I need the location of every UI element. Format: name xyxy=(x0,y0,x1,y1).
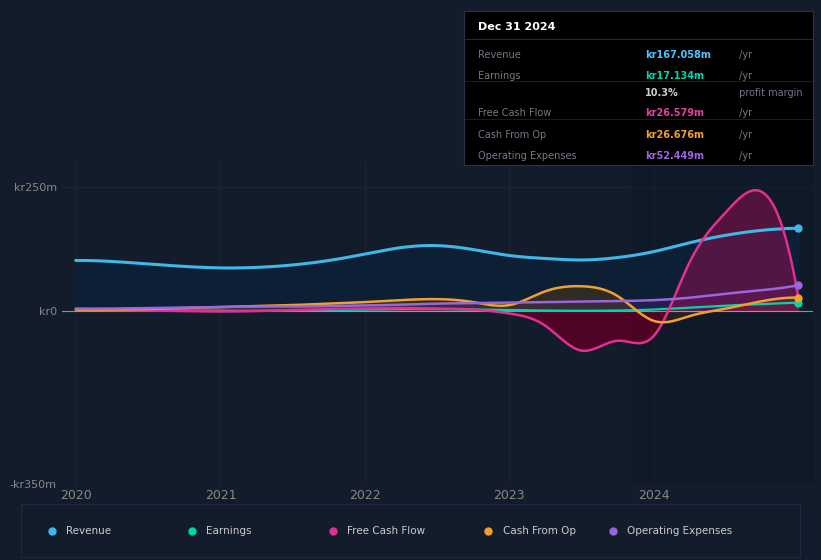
Text: Revenue: Revenue xyxy=(66,526,111,535)
Text: Revenue: Revenue xyxy=(478,50,521,60)
Text: Free Cash Flow: Free Cash Flow xyxy=(478,108,551,118)
Text: Operating Expenses: Operating Expenses xyxy=(478,151,576,161)
Text: Earnings: Earnings xyxy=(478,71,521,81)
Text: Earnings: Earnings xyxy=(206,526,252,535)
Bar xyxy=(632,162,813,484)
Text: kr26.676m: kr26.676m xyxy=(645,130,704,140)
Text: Cash From Op: Cash From Op xyxy=(478,130,546,140)
Text: Operating Expenses: Operating Expenses xyxy=(627,526,732,535)
Text: 10.3%: 10.3% xyxy=(645,88,679,98)
Text: Cash From Op: Cash From Op xyxy=(502,526,576,535)
Text: Free Cash Flow: Free Cash Flow xyxy=(346,526,424,535)
Text: /yr: /yr xyxy=(736,71,752,81)
Text: kr167.058m: kr167.058m xyxy=(645,50,711,60)
Text: /yr: /yr xyxy=(736,151,752,161)
Text: /yr: /yr xyxy=(736,130,752,140)
Text: kr17.134m: kr17.134m xyxy=(645,71,704,81)
Text: /yr: /yr xyxy=(736,108,752,118)
Text: kr52.449m: kr52.449m xyxy=(645,151,704,161)
Text: kr26.579m: kr26.579m xyxy=(645,108,704,118)
Text: profit margin: profit margin xyxy=(736,88,803,98)
Text: /yr: /yr xyxy=(736,50,752,60)
Text: Dec 31 2024: Dec 31 2024 xyxy=(478,22,555,32)
